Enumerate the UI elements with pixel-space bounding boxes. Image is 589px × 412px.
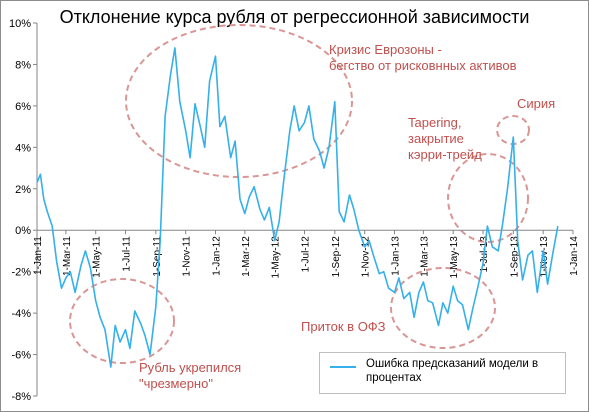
annotation-syria: Сирия bbox=[517, 96, 555, 111]
annotation-ellipse bbox=[447, 153, 529, 243]
y-tick-label: 2% bbox=[15, 184, 31, 196]
y-tick-label: 10% bbox=[9, 18, 31, 30]
annotation-eurozone: Кризис Еврозоны - bbox=[329, 42, 442, 57]
x-tick-label: 1-Jul-12 bbox=[301, 236, 312, 273]
x-tick-label: 1-Mar-13 bbox=[419, 236, 430, 277]
y-tick-label: -4% bbox=[11, 308, 31, 320]
annotation-ruble: Рубль укрепился bbox=[139, 360, 241, 375]
x-tick-label: 1-Jan-12 bbox=[212, 236, 223, 276]
x-tick-label: 1-Sep-12 bbox=[331, 236, 342, 278]
y-tick-label: -8% bbox=[11, 391, 31, 403]
annotation-tapering: кэрри-трейд bbox=[408, 147, 482, 162]
x-tick-label: 1-Jul-11 bbox=[122, 236, 133, 272]
annotation-ellipses bbox=[69, 24, 530, 364]
y-tick-label: 0% bbox=[15, 225, 31, 237]
x-tick-label: 1-Mar-12 bbox=[241, 236, 252, 277]
annotation-tapering: Tapering, bbox=[408, 115, 461, 130]
x-tick-labels: 1-Jan-11 1-Mar-11 1-May-11 1-Jul-11 1-Sep-11… bbox=[33, 236, 580, 279]
chart-title: Отклонение курса рубля от регрессионной … bbox=[59, 7, 530, 27]
x-tick-label: 1-May-13 bbox=[449, 236, 460, 279]
x-tick-label: 1-Jan-13 bbox=[390, 236, 401, 276]
legend-swatch bbox=[330, 366, 356, 368]
series-line bbox=[36, 47, 559, 368]
x-tick-label: 1-May-12 bbox=[271, 236, 282, 279]
series-lines bbox=[36, 47, 559, 368]
annotation-labels: Кризис Еврозоны -бегство от рисковнных а… bbox=[139, 42, 555, 391]
legend-label: Ошибка предсказаний модели в процентах bbox=[366, 358, 539, 384]
x-tick-label: 1-Jan-14 bbox=[569, 236, 580, 276]
x-tick-label: 1-May-11 bbox=[92, 236, 103, 278]
annotation-ellipse bbox=[69, 278, 175, 364]
annotation-tapering: закрытие bbox=[408, 131, 464, 146]
x-tick-label: 1-Jan-11 bbox=[33, 236, 44, 275]
annotation-ofz: Приток в ОФЗ bbox=[301, 319, 386, 334]
axes bbox=[33, 22, 574, 397]
y-tick-label: -6% bbox=[11, 350, 31, 362]
legend: Ошибка предсказаний модели в процентах bbox=[319, 352, 566, 394]
x-tick-label: 1-Nov-12 bbox=[361, 236, 372, 278]
y-tick-labels: -8% -6% -4% -2% 0% 2% 4% 6% 8% 10% bbox=[9, 18, 31, 403]
y-tick-label: 6% bbox=[15, 101, 31, 113]
annotation-ellipse bbox=[390, 267, 496, 349]
annotation-ruble: "чрезмерно" bbox=[139, 376, 213, 391]
annotation-ellipse bbox=[125, 24, 353, 178]
x-tick-label: 1-Sep-11 bbox=[152, 236, 163, 277]
y-tick-label: 8% bbox=[15, 59, 31, 71]
y-tick-label: 4% bbox=[15, 142, 31, 154]
y-tick-label: -2% bbox=[11, 267, 31, 279]
annotation-eurozone: бегство от рисковнных активов bbox=[329, 58, 517, 73]
x-tick-label: 1-Sep-13 bbox=[509, 236, 520, 278]
x-tick-label: 1-Mar-11 bbox=[62, 236, 73, 276]
x-tick-label: 1-Nov-11 bbox=[182, 236, 193, 277]
